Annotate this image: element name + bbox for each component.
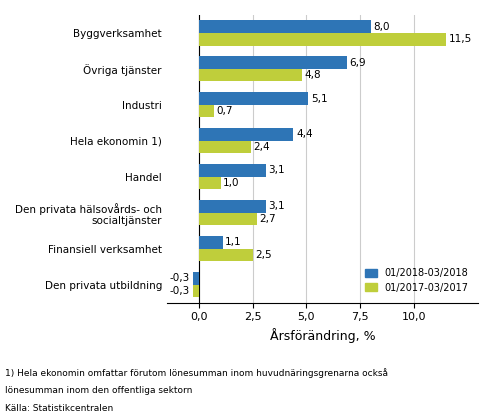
Bar bbox=[199, 20, 371, 33]
Text: 1) Hela ekonomin omfattar förutom lönesumman inom huvudnäringsgrenarna också: 1) Hela ekonomin omfattar förutom lönesu… bbox=[5, 368, 388, 378]
Text: 4,4: 4,4 bbox=[296, 129, 313, 139]
Bar bbox=[199, 128, 293, 141]
Text: 3,1: 3,1 bbox=[268, 166, 285, 176]
Text: lönesumman inom den offentliga sektorn: lönesumman inom den offentliga sektorn bbox=[5, 386, 192, 395]
Text: -0,3: -0,3 bbox=[170, 286, 190, 296]
Text: 2,5: 2,5 bbox=[255, 250, 272, 260]
Text: Källa: Statistikcentralen: Källa: Statistikcentralen bbox=[5, 404, 113, 413]
Bar bbox=[199, 92, 309, 105]
Bar bbox=[199, 141, 250, 154]
Text: 11,5: 11,5 bbox=[449, 34, 472, 44]
Bar bbox=[199, 177, 220, 189]
Bar bbox=[199, 105, 214, 117]
Bar bbox=[199, 69, 302, 82]
Bar bbox=[199, 236, 223, 249]
Bar bbox=[199, 33, 446, 45]
Bar bbox=[193, 285, 199, 297]
X-axis label: Årsförändring, %: Årsförändring, % bbox=[270, 328, 375, 343]
Bar bbox=[199, 249, 253, 261]
Text: 4,8: 4,8 bbox=[305, 70, 321, 80]
Text: -0,3: -0,3 bbox=[170, 273, 190, 283]
Bar bbox=[199, 213, 257, 225]
Bar bbox=[199, 200, 266, 213]
Bar bbox=[199, 56, 347, 69]
Text: 2,7: 2,7 bbox=[259, 214, 276, 224]
Text: 5,1: 5,1 bbox=[311, 94, 328, 104]
Bar bbox=[199, 164, 266, 177]
Legend: 01/2018-03/2018, 01/2017-03/2017: 01/2018-03/2018, 01/2017-03/2017 bbox=[360, 263, 473, 298]
Text: 0,7: 0,7 bbox=[216, 106, 233, 116]
Text: 1,1: 1,1 bbox=[225, 237, 242, 248]
Text: 2,4: 2,4 bbox=[253, 142, 270, 152]
Text: 3,1: 3,1 bbox=[268, 201, 285, 211]
Bar bbox=[193, 272, 199, 285]
Text: 1,0: 1,0 bbox=[223, 178, 240, 188]
Text: 8,0: 8,0 bbox=[373, 22, 390, 32]
Text: 6,9: 6,9 bbox=[350, 58, 366, 68]
